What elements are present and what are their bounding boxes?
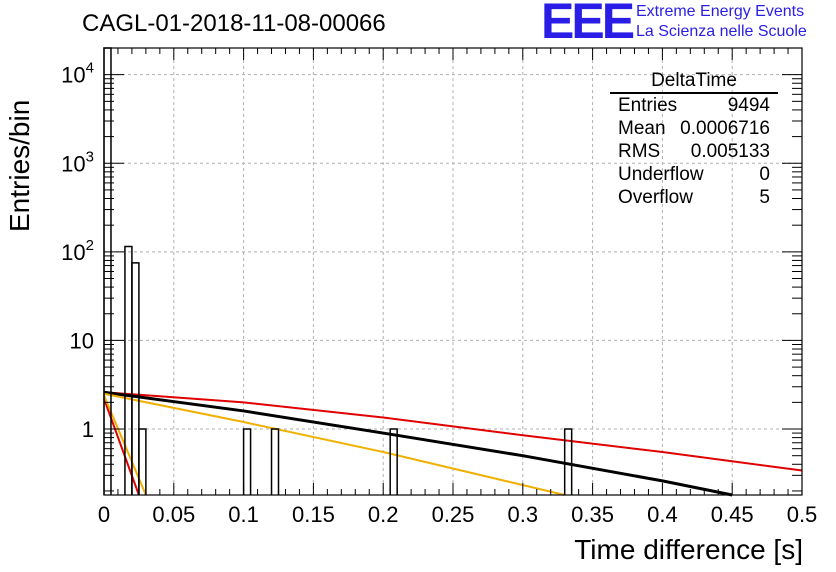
stats-value: 0.005133	[690, 141, 770, 162]
fit-line-orange-shallow	[103, 392, 565, 496]
x-axis-label: Time difference [s]	[574, 534, 803, 565]
x-tick-label: 0.3	[508, 502, 539, 527]
x-tick-label: 0.45	[711, 502, 754, 527]
eee-logo: EEE Extreme Energy Events La Scienza nel…	[541, 0, 826, 49]
x-tick-label: 0.4	[647, 502, 678, 527]
fit-lines	[103, 390, 803, 497]
stats-row: Underflow 0	[610, 163, 778, 186]
y-ticks: 1 10 102 103 104	[61, 47, 802, 492]
stats-row: Mean 0.0006716	[610, 117, 778, 140]
stats-label: RMS	[618, 141, 661, 162]
x-tick-label: 0.35	[571, 502, 614, 527]
x-tick-label: 0.25	[432, 502, 475, 527]
y-tick-label: 10	[70, 328, 94, 353]
stats-row: RMS 0.005133	[610, 140, 778, 163]
chart-title: CAGL-01-2018-11-08-00066	[82, 10, 386, 37]
fit-line-black-mid	[103, 390, 733, 497]
y-tick-label: 104	[61, 60, 94, 88]
stats-label: Overflow	[618, 187, 693, 208]
logo-line-2: La Scienza nelle Scuole	[636, 23, 807, 40]
fit-line-red-shallow	[103, 391, 803, 472]
histogram-bin	[270, 428, 280, 495]
x-tick-label: 0.2	[368, 502, 399, 527]
histogram-bin	[131, 262, 140, 495]
histogram-bin	[389, 428, 398, 495]
y-tick-label: 1	[82, 417, 94, 442]
stats-title: DeltaTime	[610, 70, 778, 94]
stats-row: Overflow 5	[610, 186, 778, 209]
stats-label: Underflow	[618, 164, 704, 185]
grid-lines	[104, 48, 802, 495]
stats-box: DeltaTime Entries 9494 Mean 0.0006716 RM…	[610, 70, 778, 209]
stats-row: Entries 9494	[610, 94, 778, 117]
stats-value: 5	[759, 187, 770, 208]
logo-line-1: Extreme Energy Events	[636, 3, 805, 20]
x-tick-label: 0.05	[152, 502, 195, 527]
y-tick-label: 103	[61, 148, 94, 176]
stats-label: Entries	[618, 95, 678, 116]
stats-label: Mean	[618, 118, 666, 139]
x-tick-label: 0	[98, 502, 110, 527]
stats-value: 0	[759, 164, 770, 185]
histogram-bin	[242, 428, 252, 495]
fit-line-red-steep	[103, 398, 140, 496]
eee-logo-mark: EEE	[541, 0, 635, 49]
x-tick-label: 0.1	[228, 502, 259, 527]
stats-value: 9494	[727, 95, 770, 116]
histogram-bin	[138, 428, 147, 495]
x-ticks: 0 0.05 0.1 0.15 0.2 0.25 0.3 0.35 0.4 0.45 0.5	[98, 48, 817, 527]
histogram-bin	[563, 428, 573, 495]
x-tick-label: 0.5	[787, 502, 818, 527]
stats-value: 0.0006716	[680, 118, 770, 139]
x-tick-label: 0.15	[292, 502, 335, 527]
y-tick-label: 102	[61, 237, 94, 265]
